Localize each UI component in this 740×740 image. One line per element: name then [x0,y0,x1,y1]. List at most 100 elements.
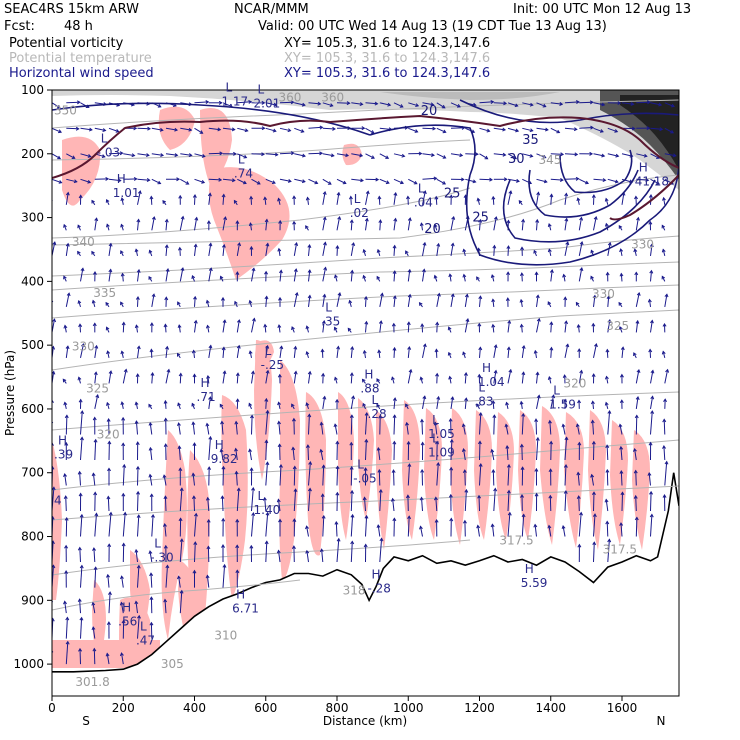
wind-vector-head [235,220,240,224]
wind-vector-head [88,127,93,132]
wind-vector-head [65,191,70,196]
wind-vector-head [95,394,100,399]
wind-vector-head [335,245,340,249]
wind-vector-head [614,129,619,133]
wind-vector-head [406,195,411,200]
wind-vector-head [577,348,582,352]
wind-vector-head [102,128,107,132]
wind-vector [479,153,488,160]
wind-vector-head [449,438,454,443]
wind-vector-head [405,494,410,499]
wind-vector [194,320,197,333]
wind-vector-head [322,216,327,221]
valid-time: Valid: 00 UTC Wed 14 Aug 13 (19 CDT Tue … [258,19,607,34]
wind-vector-head [52,515,55,520]
wind-vector-head [646,100,651,105]
wind-vector-head [407,346,412,350]
wind-vector [522,153,533,157]
wind-vector-head [362,496,367,501]
wind-vector [662,351,666,359]
wind-vector [208,243,212,256]
wind-vector-head [449,194,454,199]
wind-vector-head [536,191,541,196]
wind-vector-head [431,153,435,157]
wind-vector [650,514,653,537]
wind-vector-head [134,248,139,253]
wind-vector-head [219,403,224,408]
wind-vector [52,102,61,109]
wind-vector-head [349,441,354,446]
wind-vector [592,420,594,435]
wind-vector [507,127,519,132]
wind-vector-head [293,370,298,375]
wind-vector [365,515,368,537]
wind-speed-label: 30 [508,152,525,167]
wind-vector-head [64,441,69,446]
wind-vector [92,300,96,308]
wind-vector-head [166,368,171,373]
wind-vector-head [235,544,240,549]
wind-vector [165,219,168,231]
wind-vector [106,653,110,665]
wind-vector [308,295,311,307]
wind-vector [363,350,366,358]
wind-vector-head [435,440,440,445]
wind-vector [393,192,397,205]
wind-vector [65,496,67,512]
wind-vector-head [193,541,198,546]
wind-vector-head [222,370,227,375]
wind-vector-head [163,443,168,447]
wind-vector-head [135,373,140,377]
wind-vector [137,190,141,205]
wind-vector [636,178,649,181]
extremum-marker: H [215,438,224,452]
wind-vector-head [620,491,625,496]
wind-vector [650,411,653,435]
wind-vector-head [121,416,126,421]
wind-vector-head [206,518,211,523]
wind-vector-head [334,520,339,525]
wind-vector-head [607,410,612,414]
y-tick-label: 200 [21,147,44,161]
wind-vector [434,275,438,282]
y-tick-label: 600 [21,402,44,416]
wind-vector-head [551,394,556,399]
wind-vector [194,513,197,537]
wind-vector [606,469,609,486]
wind-vector-head [442,129,447,134]
wind-vector-head [162,200,166,204]
wind-vector-head [301,102,306,107]
wind-vector-head [414,129,419,133]
wind-vector [620,523,623,537]
wind-vector [137,515,140,537]
extremum-marker: H [201,376,210,390]
wind-vector-head [662,445,667,449]
wind-vector [222,244,225,256]
wind-vector [477,525,480,537]
wind-vector [222,127,235,131]
wind-vector-head [119,652,124,657]
wind-vector-head [661,350,666,355]
wind-vector [407,322,410,333]
wind-vector [149,551,153,563]
theta-label: 301.8 [75,675,109,689]
wind-vector-head [448,273,453,278]
wind-vector-head [177,575,181,580]
wind-vector-head [363,467,368,471]
wind-vector-head [145,153,150,158]
wind-vector-head [362,274,367,279]
wind-vector [92,602,96,614]
wind-vector-head [492,414,497,419]
wind-vector [179,488,183,512]
wind-vector-head [378,320,383,325]
wind-vector-head [585,180,589,185]
wind-vector-head [604,375,609,380]
wind-vector [493,245,495,256]
wind-vector-head [359,102,364,107]
wind-vector [393,271,396,282]
wind-vector [206,575,210,588]
wind-vector [265,440,267,461]
extremum-marker: L [357,458,364,472]
wind-vector [507,153,517,160]
wind-vector [207,325,210,333]
